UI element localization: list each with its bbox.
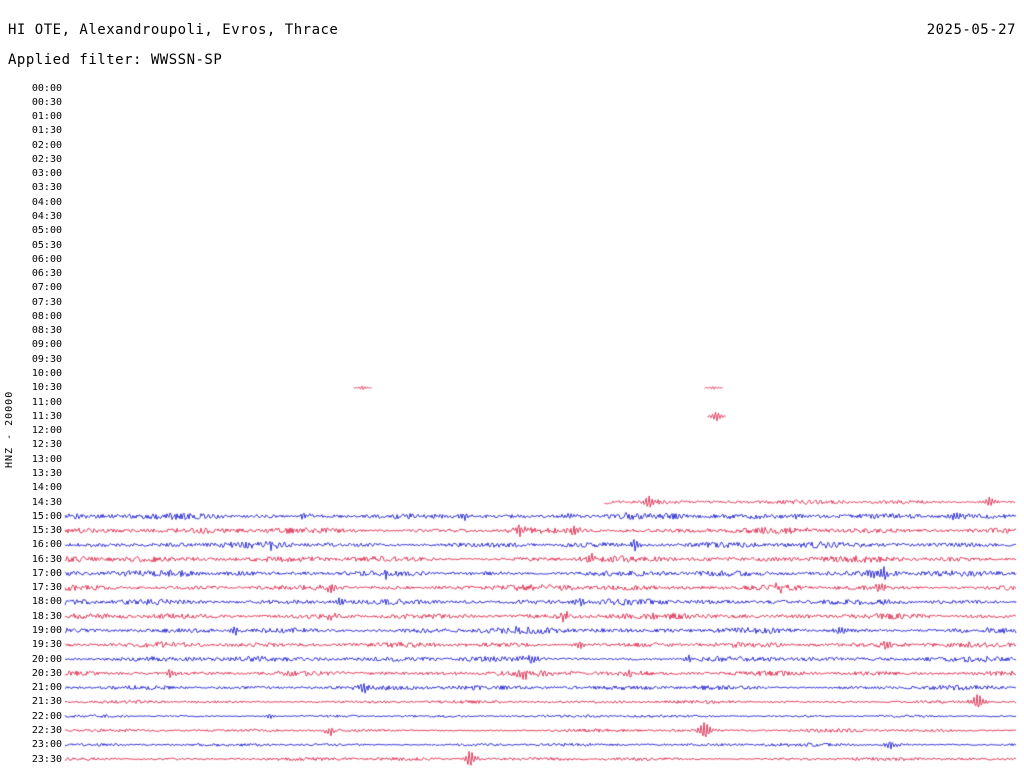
time-label-1000: 10:00 (31, 368, 62, 380)
time-label-0300: 03:00 (31, 168, 62, 180)
time-label-1400: 14:00 (31, 482, 62, 494)
time-label-1930: 19:30 (31, 639, 62, 651)
time-label-2100: 21:00 (31, 682, 62, 694)
time-label-1630: 16:30 (31, 553, 62, 565)
time-label-0500: 05:00 (31, 225, 62, 237)
time-label-2000: 20:00 (31, 653, 62, 665)
time-label-1530: 15:30 (31, 525, 62, 537)
time-label-0400: 04:00 (31, 196, 62, 208)
time-label-1500: 15:00 (31, 510, 62, 522)
time-label-1900: 19:00 (31, 625, 62, 637)
time-label-1100: 11:00 (31, 396, 62, 408)
time-label-1130: 11:30 (31, 410, 62, 422)
time-label-1800: 18:00 (31, 596, 62, 608)
time-label-1830: 18:30 (31, 610, 62, 622)
time-label-1330: 13:30 (31, 467, 62, 479)
time-label-1030: 10:30 (31, 382, 62, 394)
time-label-0030: 00:30 (31, 96, 62, 108)
time-label-0900: 09:00 (31, 339, 62, 351)
time-label-0630: 06:30 (31, 268, 62, 280)
time-label-1230: 12:30 (31, 439, 62, 451)
time-label-2200: 22:00 (31, 710, 62, 722)
time-label-2300: 23:00 (31, 739, 62, 751)
time-label-1730: 17:30 (31, 582, 62, 594)
time-label-0230: 02:30 (31, 153, 62, 165)
station-title: HI OTE, Alexandroupoli, Evros, Thrace (8, 22, 339, 38)
applied-filter: Applied filter: WWSSN-SP (8, 52, 223, 68)
time-label-2130: 21:30 (31, 696, 62, 708)
time-label-0700: 07:00 (31, 282, 62, 294)
time-label-0430: 04:30 (31, 210, 62, 222)
time-label-0730: 07:30 (31, 296, 62, 308)
time-label-2230: 22:30 (31, 724, 62, 736)
time-label-2330: 23:30 (31, 753, 62, 765)
time-label-1200: 12:00 (31, 425, 62, 437)
time-label-0100: 01:00 (31, 111, 62, 123)
time-label-2030: 20:30 (31, 667, 62, 679)
time-label-0600: 06:00 (31, 253, 62, 265)
time-label-1300: 13:00 (31, 453, 62, 465)
time-label-0930: 09:30 (31, 353, 62, 365)
time-label-0530: 05:30 (31, 239, 62, 251)
time-label-0200: 02:00 (31, 139, 62, 151)
time-label-0130: 01:30 (31, 125, 62, 137)
time-label-1700: 17:00 (31, 567, 62, 579)
time-label-1600: 16:00 (31, 539, 62, 551)
time-label-0330: 03:30 (31, 182, 62, 194)
time-label-0830: 08:30 (31, 325, 62, 337)
time-label-0000: 00:00 (31, 82, 62, 94)
record-date: 2025-05-27 (926, 22, 1016, 38)
time-label-0800: 08:00 (31, 310, 62, 322)
time-label-1430: 14:30 (31, 496, 62, 508)
